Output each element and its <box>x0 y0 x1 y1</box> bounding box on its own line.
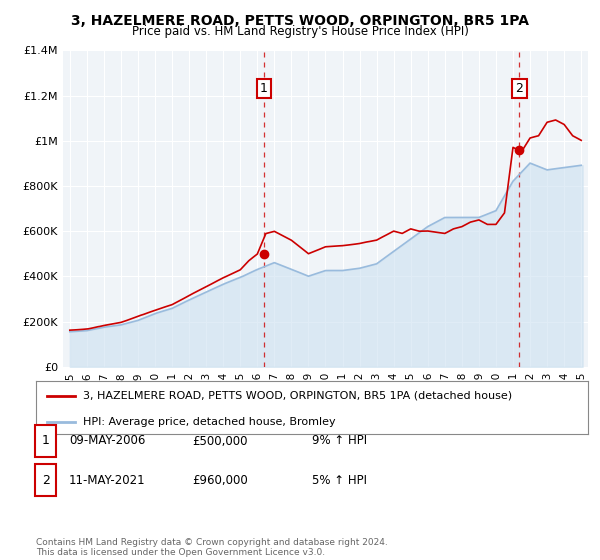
Text: 2: 2 <box>515 82 523 95</box>
Text: 2: 2 <box>42 474 50 487</box>
Text: 3, HAZELMERE ROAD, PETTS WOOD, ORPINGTON, BR5 1PA (detached house): 3, HAZELMERE ROAD, PETTS WOOD, ORPINGTON… <box>83 391 512 401</box>
Text: 09-MAY-2006: 09-MAY-2006 <box>69 435 145 447</box>
Text: Price paid vs. HM Land Registry's House Price Index (HPI): Price paid vs. HM Land Registry's House … <box>131 25 469 38</box>
Text: 3, HAZELMERE ROAD, PETTS WOOD, ORPINGTON, BR5 1PA: 3, HAZELMERE ROAD, PETTS WOOD, ORPINGTON… <box>71 14 529 28</box>
Text: HPI: Average price, detached house, Bromley: HPI: Average price, detached house, Brom… <box>83 417 335 427</box>
Text: £960,000: £960,000 <box>192 474 248 487</box>
Text: Contains HM Land Registry data © Crown copyright and database right 2024.
This d: Contains HM Land Registry data © Crown c… <box>36 538 388 557</box>
Text: 9% ↑ HPI: 9% ↑ HPI <box>312 435 367 447</box>
Text: 1: 1 <box>42 435 50 447</box>
Text: £500,000: £500,000 <box>192 435 248 447</box>
Text: 5% ↑ HPI: 5% ↑ HPI <box>312 474 367 487</box>
Text: 1: 1 <box>260 82 268 95</box>
Text: 11-MAY-2021: 11-MAY-2021 <box>69 474 146 487</box>
